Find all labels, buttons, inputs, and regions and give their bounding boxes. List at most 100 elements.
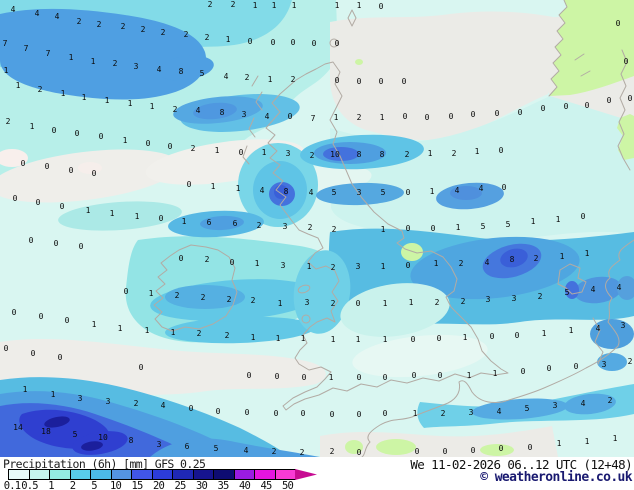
precip-value: 2 [77, 17, 82, 26]
precip-value: 4 [244, 446, 249, 455]
precip-value: 0 [330, 410, 335, 419]
precip-value: 0 [383, 373, 388, 382]
precip-value: 2 [251, 296, 256, 305]
scale-box [110, 469, 132, 480]
precip-value: 1 [135, 212, 140, 221]
scale-arrow [295, 469, 317, 480]
precip-value: 4 [581, 399, 586, 408]
precip-value: 0 [124, 287, 129, 296]
land-orkney-green [355, 59, 363, 65]
precip-value: 0 [616, 19, 621, 28]
precip-value: 4 [196, 106, 201, 115]
precip-value: 0 [437, 334, 442, 343]
precip-value: 3 [621, 321, 626, 330]
scale-box [28, 469, 50, 480]
precip-value: 10 [98, 433, 108, 442]
precip-value: 2 [227, 295, 232, 304]
precip-value: 5 [481, 222, 486, 231]
precip-value: 1 [556, 215, 561, 224]
precip-value: 2 [459, 259, 464, 268]
precip-value: 0 [302, 373, 307, 382]
precip-value: 0 [383, 409, 388, 418]
precip-value: 0 [159, 214, 164, 223]
precip-value: 0 [406, 261, 411, 270]
precip-value: 0 [187, 180, 192, 189]
precip-value: 7 [24, 44, 29, 53]
precip-value: 4 [55, 12, 60, 21]
scale-label: 0.5 [21, 480, 38, 490]
scale-label: 20 [152, 480, 165, 490]
precip-value: 0 [245, 408, 250, 417]
precip-value: 2 [134, 399, 139, 408]
precip-value: 3 [286, 149, 291, 158]
precip-value: 1 [430, 187, 435, 196]
scale-label: 40 [238, 480, 251, 490]
precip-value: 0 [564, 102, 569, 111]
precip-value: 0 [139, 363, 144, 372]
precip-value: 4 [157, 65, 162, 74]
scale-label: 50 [281, 480, 294, 490]
precip-value: 1 [428, 149, 433, 158]
precip-value: 1 [16, 81, 21, 90]
precip-value: 4 [596, 324, 601, 333]
precip-value: 0 [29, 236, 34, 245]
precip-value: 0 [357, 373, 362, 382]
precip-value: 2 [332, 225, 337, 234]
precip-value: 0 [248, 37, 253, 46]
precip-value: 2 [97, 20, 102, 29]
precip-value: 8 [129, 436, 134, 445]
precip-value: 7 [3, 39, 8, 48]
precip-value: 7 [46, 49, 51, 58]
precip-value: 1 [251, 333, 256, 342]
precip-value: 0 [357, 77, 362, 86]
precip-value: 1 [182, 217, 187, 226]
precip-value: 0 [189, 404, 194, 413]
precip-value: 5 [506, 220, 511, 229]
coastline-hebrides [242, 75, 263, 165]
precip-value: 1 [357, 1, 362, 10]
precip-value: 1 [236, 184, 241, 193]
land-france-green-3 [480, 444, 514, 456]
precip-value: 5 [381, 188, 386, 197]
precip-value: 0 [499, 146, 504, 155]
precip-value: 1 [383, 299, 388, 308]
precip-value: 1 [278, 299, 283, 308]
precip-value: 0 [357, 448, 362, 457]
precip-value: 1 [585, 249, 590, 258]
precip-value: 5 [214, 444, 219, 453]
precip-value: 1 [456, 223, 461, 232]
precip-value: 0 [99, 132, 104, 141]
precip-value: 0 [518, 108, 523, 117]
valid-datetime: We 11-02-2026 06..12 UTC (12+48) [410, 457, 632, 472]
precip-value: 8 [380, 150, 385, 159]
precip-value: 2 [113, 59, 118, 68]
precip-value: 2 [310, 151, 315, 160]
precip-value: 0 [12, 308, 17, 317]
precip-value: 0 [60, 202, 65, 211]
precip-value: 0 [547, 364, 552, 373]
precip-value: 0 [425, 113, 430, 122]
precip-value: 1 [380, 113, 385, 122]
precip-value: 0 [402, 77, 407, 86]
precip-value: 1 [150, 102, 155, 111]
precip-value: 4 [617, 283, 622, 292]
precip-value: 0 [179, 254, 184, 263]
precip-value: 0 [528, 443, 533, 452]
precip-value: 2 [608, 396, 613, 405]
precip-value: 0 [288, 112, 293, 121]
precip-value: 0 [449, 112, 454, 121]
precip-value: 1 [91, 57, 96, 66]
precip-value: 10 [330, 150, 340, 159]
scale-box [213, 469, 235, 480]
legend-bar: Precipitation (6h) [mm] GFS 0.25 0.1 0.5 1… [0, 457, 634, 490]
coastline-britain [265, 61, 509, 411]
precip-value: 4 [265, 112, 270, 121]
precip-value: 2 [300, 448, 305, 457]
precip-value: 0 [379, 2, 384, 11]
precip-value: 0 [624, 57, 629, 66]
precip-value: 4 [455, 186, 460, 195]
precip-value: 0 [58, 353, 63, 362]
precip-value: 1 [86, 206, 91, 215]
precip-value: 2 [331, 263, 336, 272]
